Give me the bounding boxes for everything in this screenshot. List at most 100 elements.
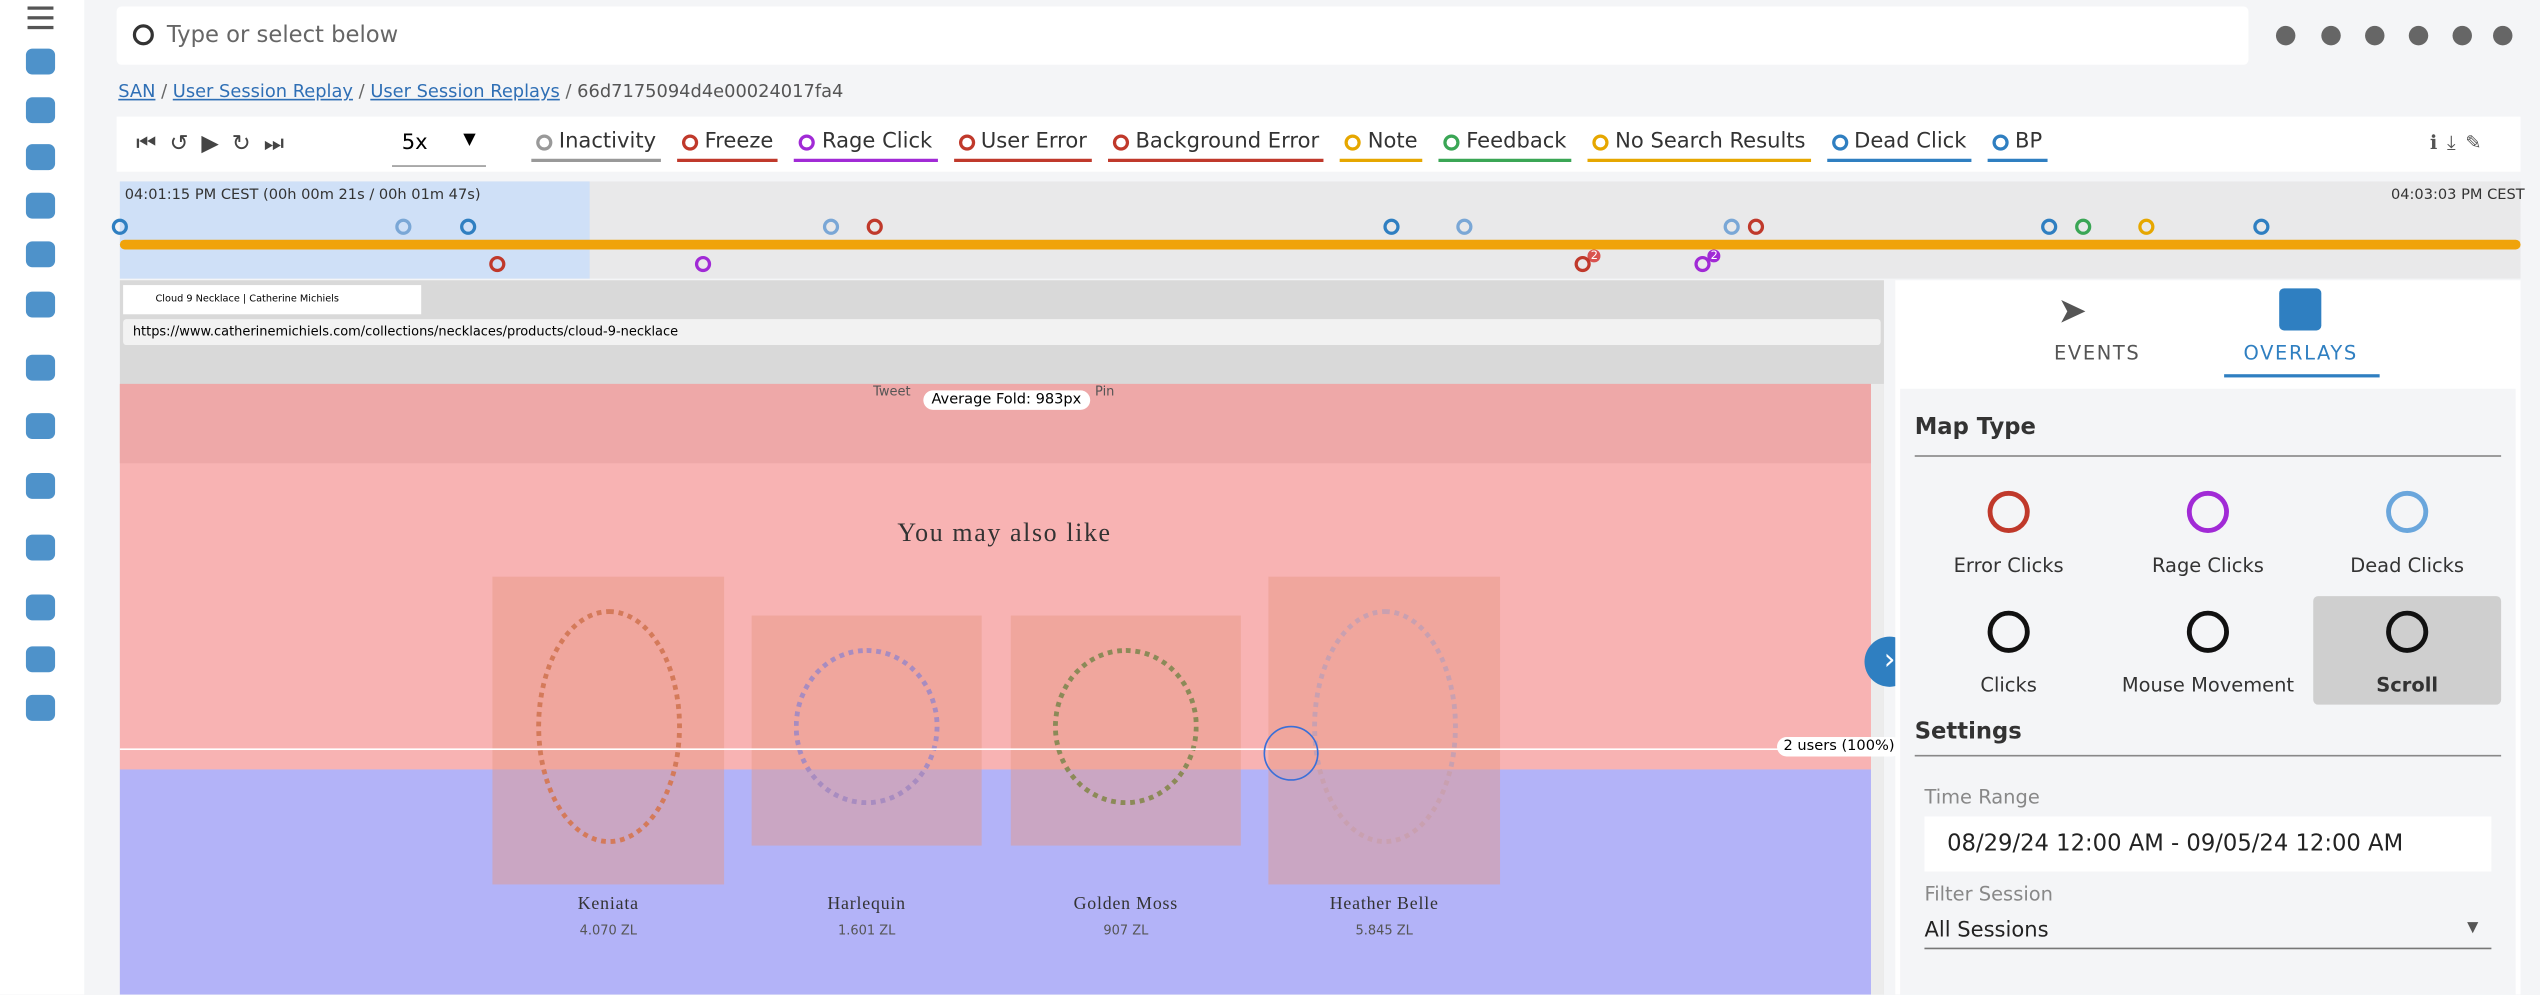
player-controls[interactable]: ⏮↺▶↻⏭ — [136, 131, 298, 158]
map-type-icon[interactable] — [1987, 610, 2030, 653]
filter-toggle[interactable]: Rage Click — [794, 129, 938, 162]
map-type-label[interactable]: Scroll — [2376, 673, 2439, 697]
product-price: 5.845 ZL — [1355, 923, 1413, 938]
filter-icon — [1443, 133, 1460, 150]
breadcrumb-link[interactable]: User Session Replay — [172, 80, 353, 103]
product-price: 907 ZL — [1103, 923, 1149, 938]
product-name[interactable]: Keniata — [577, 894, 639, 914]
tab-events[interactable]: EVENTS — [2054, 341, 2141, 365]
fold-line — [119, 748, 1871, 751]
header-icon[interactable] — [2275, 25, 2296, 46]
breadcrumb-link[interactable]: SAN — [118, 80, 156, 103]
filter-select[interactable]: All Sessions ▼ — [1924, 912, 2492, 950]
filter-label: Inactivity — [558, 129, 657, 154]
event-marker[interactable] — [1747, 218, 1765, 235]
event-marker[interactable] — [2138, 218, 2155, 235]
breadcrumb-current: 66d7175094d4e00024017fa4 — [577, 80, 844, 103]
toolbar-actions[interactable]: ℹ⤓✎ — [2429, 131, 2492, 154]
event-marker[interactable] — [1574, 255, 1591, 273]
filter-toggle[interactable]: Inactivity — [531, 130, 661, 162]
filter-toggle[interactable]: Note — [1340, 129, 1423, 162]
filter-toggle[interactable]: Background Error — [1107, 130, 1325, 162]
filter-icon — [1112, 133, 1129, 150]
event-marker[interactable] — [111, 218, 128, 235]
map-type-label[interactable]: Dead Clicks — [2350, 554, 2465, 577]
event-marker[interactable] — [1383, 218, 1400, 235]
section-heading: You may also like — [897, 519, 1112, 548]
necklace — [1052, 647, 1199, 806]
event-marker[interactable] — [694, 255, 712, 273]
map-type-icon[interactable] — [2386, 610, 2429, 653]
product-name[interactable]: Harlequin — [827, 894, 906, 914]
map-type-icon[interactable] — [2186, 610, 2229, 653]
event-marker[interactable] — [2253, 218, 2270, 235]
filter-toggle[interactable]: Feedback — [1438, 130, 1572, 162]
event-marker[interactable] — [822, 218, 840, 235]
event-marker[interactable] — [460, 218, 477, 235]
nav-icon[interactable] — [25, 413, 56, 439]
speed-select[interactable]: 5x ▼ — [392, 123, 486, 167]
nav-icon[interactable] — [25, 291, 56, 318]
header-icon[interactable] — [2408, 25, 2429, 46]
scrollbar[interactable] — [1870, 383, 1884, 995]
nav-icon[interactable] — [25, 646, 56, 673]
nav-icon[interactable] — [25, 192, 56, 219]
filter-toggle[interactable]: BP — [1987, 130, 2048, 162]
speed-value: 5x — [401, 131, 428, 156]
filter-value: All Sessions — [1924, 918, 2049, 943]
menu-icon[interactable] — [27, 6, 54, 30]
time-range-input[interactable]: 08/29/24 12:00 AM - 09/05/24 12:00 AM — [1924, 816, 2492, 872]
filter-icon — [1592, 133, 1609, 150]
nav-icon[interactable] — [25, 694, 56, 721]
section-title: Map Type — [1914, 414, 2036, 441]
filter-toggle[interactable]: No Search Results — [1587, 129, 1811, 162]
product-name[interactable]: Heather Belle — [1329, 894, 1439, 914]
event-marker[interactable] — [866, 218, 883, 235]
share-link[interactable]: Tweet — [873, 383, 911, 399]
nav-icon[interactable] — [25, 241, 56, 268]
nav-icon[interactable] — [25, 97, 56, 124]
event-marker[interactable] — [395, 218, 412, 235]
url-bar: https://www.catherinemichiels.com/collec… — [123, 319, 1881, 346]
nav-icon[interactable] — [25, 473, 56, 499]
map-type-icon[interactable] — [1987, 490, 2030, 533]
product-price: 1.601 ZL — [837, 923, 896, 938]
event-marker[interactable] — [1456, 218, 1473, 235]
header-icon[interactable] — [2365, 25, 2385, 46]
nav-icon[interactable] — [25, 354, 56, 381]
map-type-label[interactable]: Rage Clicks — [2151, 554, 2264, 577]
nav-icon[interactable] — [25, 144, 56, 171]
nav-icon[interactable] — [25, 594, 56, 621]
tab-overlays[interactable]: OVERLAYS — [2243, 341, 2358, 365]
event-marker[interactable] — [1723, 218, 1740, 235]
product-name[interactable]: Golden Moss — [1073, 894, 1179, 914]
header-icon[interactable] — [2452, 25, 2472, 46]
search-bar[interactable]: Type or select below — [116, 6, 2249, 65]
filter-label: No Search Results — [1615, 129, 1806, 154]
map-type-label[interactable]: Mouse Movement — [2121, 673, 2295, 697]
nav-icon[interactable] — [25, 48, 56, 75]
event-marker[interactable] — [489, 255, 506, 273]
filter-toggle[interactable]: User Error — [953, 130, 1092, 162]
map-type-label[interactable]: Error Clicks — [1953, 554, 2064, 577]
share-link[interactable]: Pin — [1095, 383, 1115, 399]
filter-label: Rage Click — [821, 129, 933, 154]
users-label: 2 users (100%) — [1777, 737, 1902, 757]
filter-icon — [681, 133, 699, 150]
map-type-icon[interactable] — [2186, 490, 2229, 533]
breadcrumb-link[interactable]: User Session Replays — [370, 80, 560, 103]
event-marker[interactable] — [2041, 218, 2058, 235]
nav-icon[interactable] — [25, 534, 56, 561]
map-type-icon[interactable] — [2386, 490, 2429, 533]
event-marker[interactable] — [1694, 255, 1711, 273]
header-icon[interactable] — [2321, 25, 2341, 46]
header-icon[interactable] — [2493, 25, 2513, 46]
breadcrumb: SAN / User Session Replay / User Session… — [118, 80, 844, 103]
event-marker[interactable] — [2075, 218, 2092, 235]
filter-label: Note — [1367, 129, 1418, 154]
map-type-label[interactable]: Clicks — [1980, 673, 2037, 697]
filter-toggle[interactable]: Dead Click — [1826, 129, 1972, 162]
filter-label: Dead Click — [1854, 129, 1967, 154]
filter-toggle[interactable]: Freeze — [677, 130, 779, 162]
